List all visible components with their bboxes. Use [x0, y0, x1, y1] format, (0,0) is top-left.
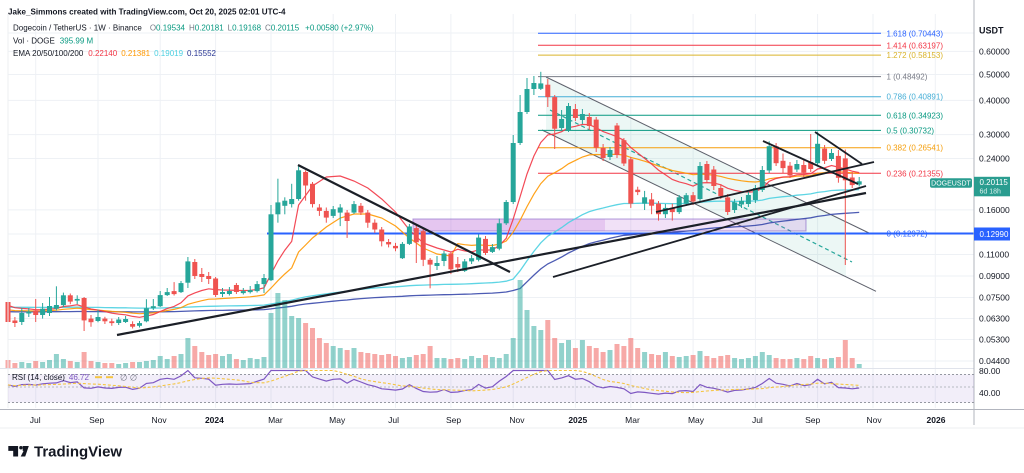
svg-text:0.786 (0.40891): 0.786 (0.40891): [887, 93, 944, 102]
svg-text:0.16000: 0.16000: [979, 205, 1010, 215]
svg-text:Mar: Mar: [268, 415, 283, 425]
svg-text:Nov: Nov: [152, 415, 168, 425]
svg-text:2025: 2025: [568, 415, 587, 425]
svg-text:1.414 (0.63197): 1.414 (0.63197): [887, 41, 944, 50]
svg-text:Sep: Sep: [89, 415, 104, 425]
svg-text:TradingView: TradingView: [34, 444, 122, 461]
svg-text:1 (0.48492): 1 (0.48492): [887, 73, 928, 82]
svg-text:0.11000: 0.11000: [979, 250, 1009, 260]
svg-text:80.00: 80.00: [979, 366, 1001, 376]
svg-text:0.60000: 0.60000: [979, 46, 1010, 56]
svg-text:2024: 2024: [205, 415, 224, 425]
svg-text:Nov: Nov: [509, 415, 525, 425]
svg-text:RSI (14, close)46.72: RSI (14, close) 46.72: [12, 373, 89, 382]
svg-text:0.07500: 0.07500: [979, 293, 1010, 303]
svg-text:1.272 (0.58153): 1.272 (0.58153): [887, 51, 944, 60]
svg-text:Jul: Jul: [752, 415, 763, 425]
svg-text:USDT: USDT: [979, 25, 1004, 35]
svg-text:May: May: [329, 415, 346, 425]
svg-text:0.236 (0.21355): 0.236 (0.21355): [887, 169, 944, 178]
svg-text:Jake_Simmons created with Trad: Jake_Simmons created with TradingView.co…: [8, 8, 286, 17]
svg-text:2026: 2026: [927, 415, 946, 425]
svg-text:Mar: Mar: [625, 415, 640, 425]
svg-text:0.40000: 0.40000: [979, 95, 1010, 105]
svg-text:0.382 (0.26541): 0.382 (0.26541): [887, 144, 944, 153]
svg-text:0.5 (0.30732): 0.5 (0.30732): [887, 126, 935, 135]
svg-text:0.24000: 0.24000: [979, 154, 1010, 164]
svg-text:0.50000: 0.50000: [979, 70, 1010, 80]
svg-text:0.618 (0.34923): 0.618 (0.34923): [887, 111, 944, 120]
svg-text:∅ ∅: ∅ ∅: [120, 373, 138, 383]
svg-text:DOGEUSDT: DOGEUSDT: [931, 180, 971, 187]
svg-text:0.30000: 0.30000: [979, 130, 1010, 140]
svg-text:Sep: Sep: [446, 415, 461, 425]
svg-text:May: May: [688, 415, 705, 425]
svg-text:6d 18h: 6d 18h: [980, 188, 1002, 195]
svg-text:1.618 (0.70443): 1.618 (0.70443): [887, 29, 944, 38]
svg-text:Nov: Nov: [867, 415, 883, 425]
svg-text:40.00: 40.00: [979, 388, 1001, 398]
svg-text:0.05300: 0.05300: [979, 335, 1010, 345]
svg-text:Sep: Sep: [805, 415, 820, 425]
svg-text:Dogecoin / TetherUS · 1W · Bin: Dogecoin / TetherUS · 1W · Binance O0.195…: [13, 24, 374, 33]
svg-text:0.20115: 0.20115: [980, 178, 1009, 187]
svg-text:Jul: Jul: [30, 415, 41, 425]
svg-text:0.12990: 0.12990: [980, 230, 1009, 239]
svg-text:Jul: Jul: [388, 415, 399, 425]
svg-text:0.06300: 0.06300: [979, 314, 1010, 324]
svg-text:0.04400: 0.04400: [979, 356, 1010, 366]
svg-text:0.09000: 0.09000: [979, 271, 1010, 281]
svg-text:0 (0.12972): 0 (0.12972): [887, 230, 928, 239]
